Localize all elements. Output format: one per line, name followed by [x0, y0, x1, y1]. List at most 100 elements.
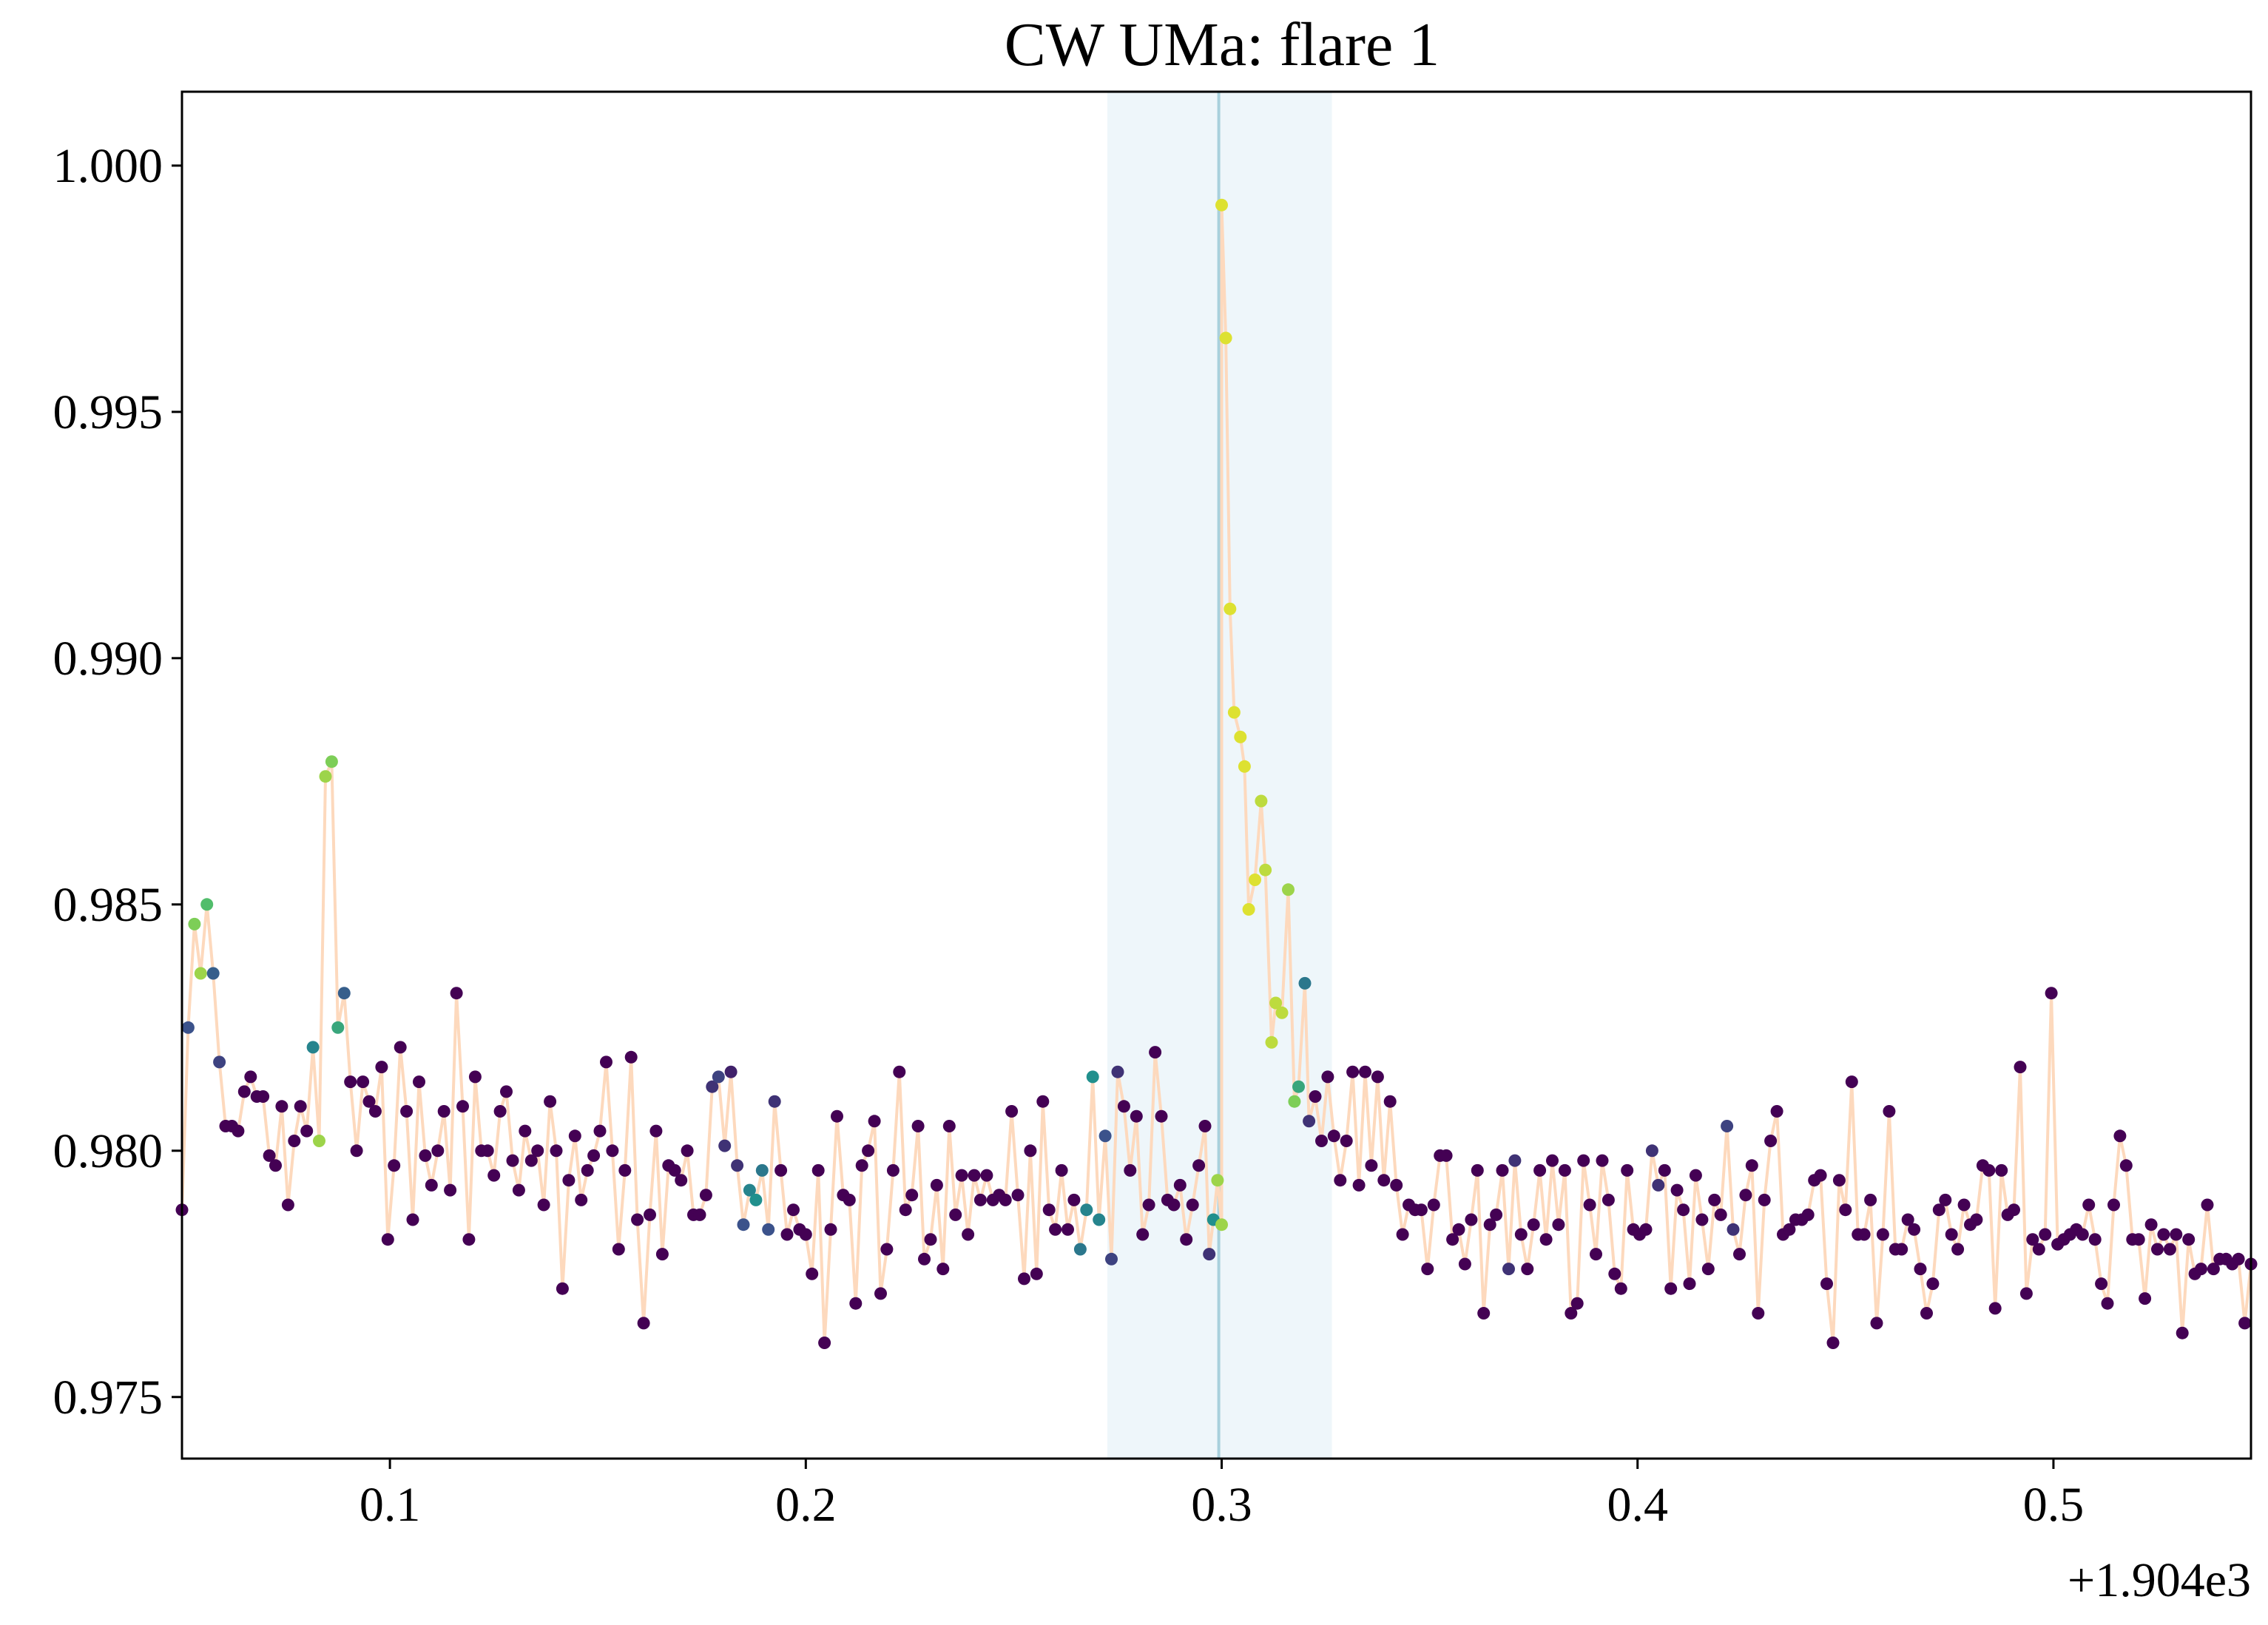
data-point: [1036, 1095, 1050, 1108]
data-point: [743, 1183, 756, 1197]
data-point: [706, 1080, 719, 1093]
data-point: [394, 1041, 407, 1054]
data-point: [1664, 1282, 1678, 1295]
data-point: [1683, 1277, 1696, 1291]
data-point: [600, 1055, 612, 1069]
data-point: [1739, 1189, 1752, 1202]
data-point: [2082, 1198, 2096, 1212]
data-point: [1645, 1144, 1658, 1158]
data-point: [1465, 1213, 1478, 1226]
data-point: [1745, 1159, 1758, 1172]
data-point: [831, 1109, 843, 1123]
data-point: [2119, 1159, 2133, 1172]
data-point: [431, 1144, 445, 1158]
data-point: [1080, 1203, 1093, 1217]
data-point: [1614, 1282, 1627, 1295]
data-point: [1315, 1135, 1328, 1147]
data-point: [1570, 1297, 1584, 1310]
data-point: [1951, 1243, 1965, 1256]
data-point: [325, 755, 338, 768]
data-point: [1198, 1120, 1212, 1132]
data-point: [1552, 1218, 1565, 1232]
data-point: [1396, 1228, 1409, 1241]
data-point: [862, 1144, 875, 1158]
data-point: [1234, 730, 1247, 743]
data-point: [893, 1065, 906, 1078]
data-point: [437, 1105, 450, 1118]
data-point: [2163, 1243, 2176, 1256]
data-point: [1832, 1174, 1846, 1187]
data-point: [188, 917, 201, 930]
data-point: [1558, 1163, 1571, 1177]
data-point: [1521, 1263, 1534, 1276]
data-point: [1701, 1263, 1715, 1276]
data-point: [2045, 987, 2058, 1000]
data-point: [1062, 1223, 1074, 1236]
data-point: [1259, 863, 1272, 876]
data-point: [519, 1124, 532, 1138]
data-point: [1117, 1100, 1130, 1113]
data-point: [2170, 1228, 2183, 1241]
data-point: [1011, 1189, 1025, 1202]
y-tick-label: 0.995: [53, 385, 163, 439]
data-point: [1883, 1105, 1896, 1118]
data-point: [955, 1169, 968, 1182]
data-point: [1826, 1337, 1840, 1349]
data-point: [1920, 1307, 1933, 1320]
data-point: [400, 1105, 414, 1118]
data-point: [2207, 1263, 2220, 1276]
data-point: [1124, 1163, 1137, 1177]
data-point: [1282, 883, 1295, 896]
data-point: [973, 1193, 987, 1206]
data-point: [2139, 1292, 2152, 1305]
data-point: [556, 1282, 569, 1295]
data-point: [1042, 1203, 1056, 1217]
data-point: [531, 1144, 544, 1158]
data-point: [1149, 1046, 1162, 1059]
data-point: [1565, 1307, 1578, 1320]
data-point: [413, 1075, 425, 1089]
x-tick-label: 0.3: [1191, 1478, 1252, 1532]
data-point: [905, 1189, 919, 1202]
data-point: [1255, 794, 1268, 808]
data-point: [357, 1075, 370, 1089]
y-axis: 0.975 0.980 0.985 0.990 0.995 1.000: [53, 139, 182, 1425]
data-point: [968, 1169, 981, 1182]
data-point: [780, 1228, 794, 1241]
data-point: [1249, 874, 1261, 886]
data-point: [774, 1163, 788, 1177]
data-point: [1490, 1208, 1503, 1221]
data-point: [1269, 996, 1283, 1010]
data-point: [2157, 1228, 2170, 1241]
data-point: [263, 1149, 276, 1162]
data-point: [1502, 1263, 1515, 1276]
x-tick-label: 0.5: [2023, 1478, 2085, 1532]
data-point: [1801, 1208, 1815, 1221]
data-point: [1242, 903, 1255, 916]
data-point: [886, 1163, 900, 1177]
data-point: [874, 1287, 887, 1300]
data-point: [1105, 1252, 1118, 1266]
data-point: [1602, 1193, 1615, 1206]
data-point: [1939, 1193, 1952, 1206]
data-point: [1814, 1169, 1827, 1182]
data-point: [1596, 1154, 1609, 1167]
data-point: [962, 1228, 975, 1241]
data-point: [1005, 1105, 1019, 1118]
data-point: [337, 987, 351, 1000]
data-point: [1288, 1095, 1301, 1108]
data-point: [1770, 1105, 1783, 1118]
data-point: [2144, 1218, 2158, 1232]
data-point: [487, 1169, 501, 1182]
y-tick-label: 0.975: [53, 1371, 163, 1425]
data-point: [1414, 1203, 1428, 1217]
x-tick-label: 0.1: [360, 1478, 421, 1532]
data-point: [1839, 1203, 1852, 1217]
data-point: [1621, 1163, 1634, 1177]
data-point: [1677, 1203, 1690, 1217]
data-point: [949, 1208, 962, 1221]
data-point: [406, 1213, 419, 1226]
data-point: [206, 967, 220, 980]
data-point: [1758, 1193, 1771, 1206]
data-point: [1845, 1075, 1858, 1089]
